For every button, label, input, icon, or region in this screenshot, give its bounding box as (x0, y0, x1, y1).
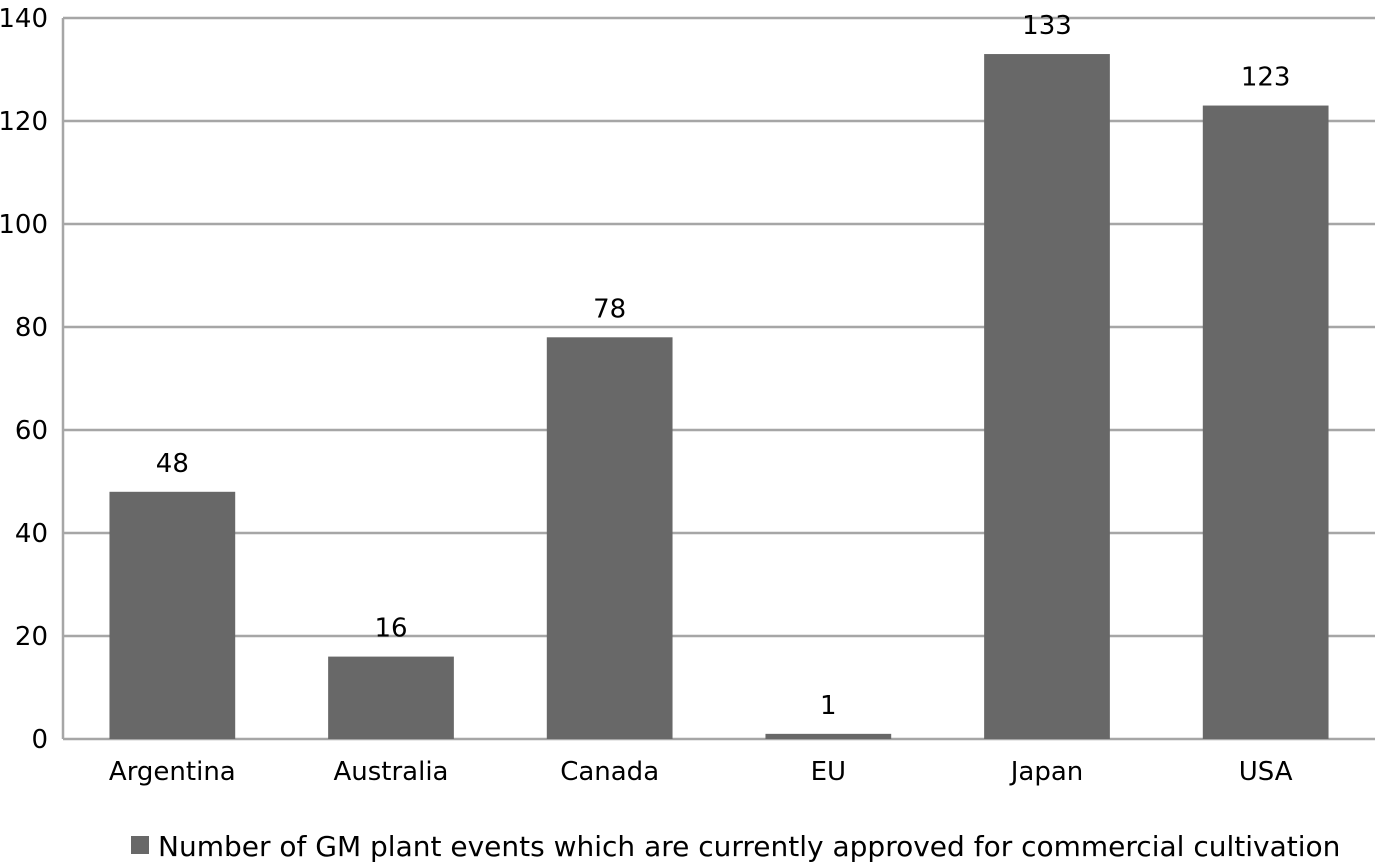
bar-japan (984, 54, 1110, 740)
y-tick-label-140: 140 (0, 4, 48, 34)
y-tick-label-120: 120 (0, 107, 48, 137)
data-label-japan: 133 (1022, 11, 1072, 41)
y-axis: 0 20 40 60 80 100 120 140 (0, 4, 65, 755)
legend: Number of GM plant events which are curr… (131, 830, 1340, 863)
bar-australia (328, 656, 454, 739)
bar-usa (1202, 105, 1329, 740)
x-tick-label-eu: EU (811, 757, 846, 787)
y-tick-label-100: 100 (0, 210, 48, 240)
y-tick-label-80: 80 (15, 313, 48, 343)
data-label-eu: 1 (820, 691, 837, 721)
data-label-canada: 78 (593, 294, 626, 324)
bars: 48 16 78 1 133 123 (109, 11, 1329, 740)
y-tick-label-20: 20 (15, 622, 48, 652)
x-tick-label-canada: Canada (560, 757, 659, 787)
x-tick-label-australia: Australia (333, 757, 448, 787)
x-tick-label-argentina: Argentina (109, 757, 236, 787)
x-tick-label-japan: Japan (1009, 757, 1084, 787)
gridlines (63, 16, 1375, 741)
bar-canada (546, 337, 673, 739)
x-tick-label-usa: USA (1239, 757, 1293, 787)
bar-argentina (109, 491, 236, 739)
bar-eu (765, 733, 892, 739)
y-tick-label-0: 0 (31, 725, 48, 755)
data-label-usa: 123 (1241, 63, 1291, 93)
legend-swatch (131, 836, 149, 854)
legend-label: Number of GM plant events which are curr… (158, 830, 1340, 863)
y-tick-label-60: 60 (15, 416, 48, 446)
data-label-australia: 16 (374, 614, 407, 644)
y-tick-label-40: 40 (15, 519, 48, 549)
x-axis: Argentina Australia Canada EU Japan USA (109, 757, 1293, 787)
data-label-argentina: 48 (156, 449, 189, 479)
